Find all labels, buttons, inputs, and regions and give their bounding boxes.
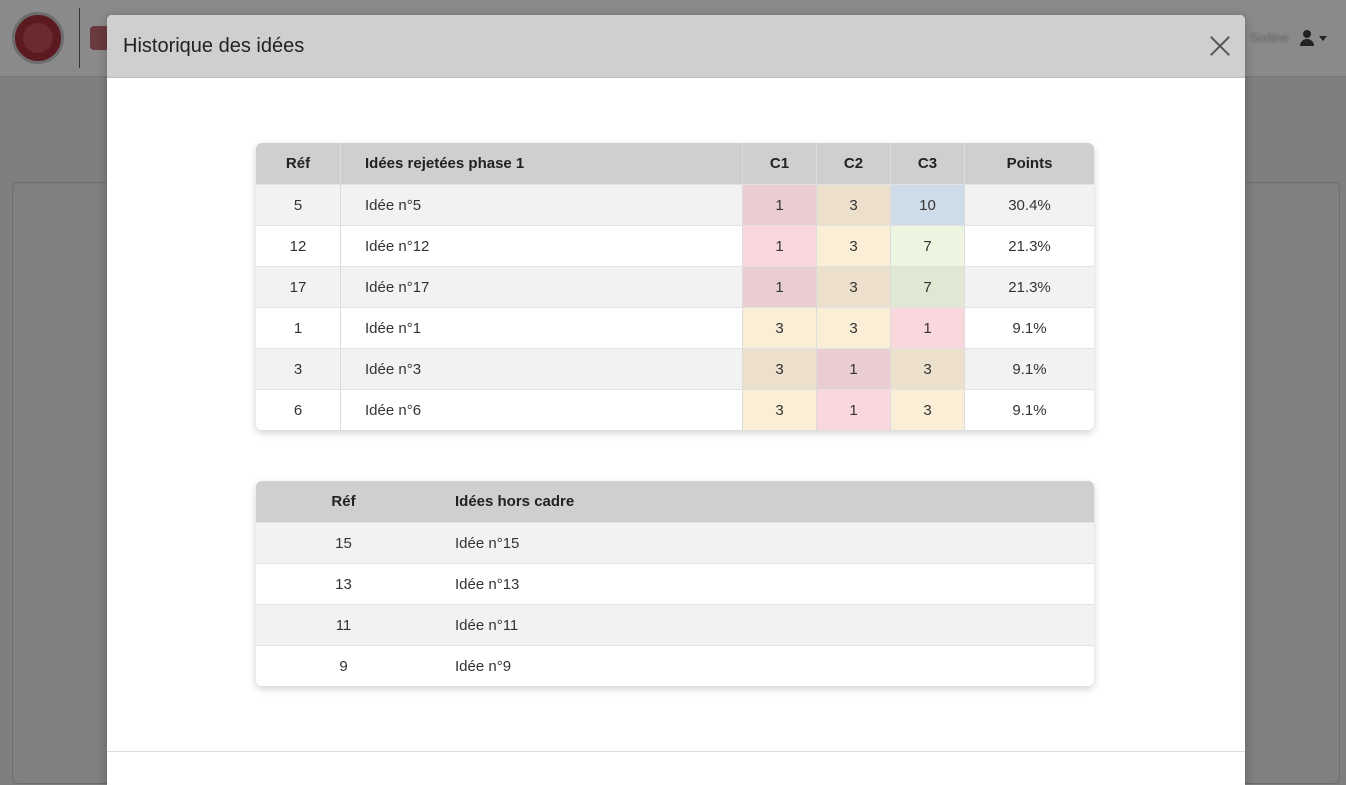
- cell-points: 9.1%: [964, 389, 1094, 430]
- cell-c2: 3: [816, 266, 891, 308]
- cell-idea: Idée n°13: [431, 563, 1094, 605]
- col-points: Points: [964, 143, 1094, 185]
- cell-c2: 3: [816, 307, 891, 349]
- col-c3: C3: [890, 143, 965, 185]
- cell-ref: 15: [256, 522, 431, 564]
- modal-title: Historique des idées: [123, 35, 305, 57]
- rejected-ideas-table: Réf Idées rejetées phase 1 C1 C2 C3 Poin…: [256, 143, 1094, 430]
- cell-ref: 5: [256, 184, 341, 226]
- secondary-logo: [90, 26, 110, 50]
- col-ref: Réf: [256, 481, 431, 523]
- cell-idea: Idée n°15: [431, 522, 1094, 564]
- cell-idea: Idée n°1: [340, 307, 743, 349]
- table-row: 13 Idée n°13: [256, 563, 1094, 605]
- cell-points: 9.1%: [964, 348, 1094, 390]
- cell-ref: 12: [256, 225, 341, 267]
- cell-idea: Idée n°17: [340, 266, 743, 308]
- cell-ref: 9: [256, 645, 431, 686]
- table-row: 12 Idée n°12 1 3 7 21.3%: [256, 225, 1094, 267]
- cell-points: 9.1%: [964, 307, 1094, 349]
- table-row: 11 Idée n°11: [256, 604, 1094, 646]
- modal-header: Historique des idées: [107, 15, 1245, 78]
- chevron-down-icon[interactable]: [1319, 36, 1327, 41]
- cell-c3: 7: [890, 266, 965, 308]
- col-ref: Réf: [256, 143, 341, 185]
- cell-c1: 3: [742, 389, 817, 430]
- close-icon[interactable]: [1209, 35, 1231, 57]
- cell-points: 21.3%: [964, 266, 1094, 308]
- user-icon[interactable]: [1300, 30, 1314, 46]
- off-frame-ideas-table: Réf Idées hors cadre 15 Idée n°15 13 Idé…: [256, 481, 1094, 686]
- table-header-row: Réf Idées rejetées phase 1 C1 C2 C3 Poin…: [256, 143, 1094, 185]
- cell-idea: Idée n°6: [340, 389, 743, 430]
- cell-c1: 3: [742, 348, 817, 390]
- table-row: 5 Idée n°5 1 3 10 30.4%: [256, 184, 1094, 226]
- cell-points: 21.3%: [964, 225, 1094, 267]
- cell-c3: 3: [890, 389, 965, 430]
- table-row: 1 Idée n°1 3 3 1 9.1%: [256, 307, 1094, 349]
- cell-idea: Idée n°5: [340, 184, 743, 226]
- cell-c2: 3: [816, 184, 891, 226]
- user-name[interactable]: Sixtine: [1250, 30, 1290, 45]
- cell-ref: 3: [256, 348, 341, 390]
- table-row: 17 Idée n°17 1 3 7 21.3%: [256, 266, 1094, 308]
- cell-ref: 17: [256, 266, 341, 308]
- cell-c3: 1: [890, 307, 965, 349]
- table-row: 6 Idée n°6 3 1 3 9.1%: [256, 389, 1094, 430]
- cell-idea: Idée n°9: [431, 645, 1094, 686]
- cell-c2: 3: [816, 225, 891, 267]
- cell-ref: 1: [256, 307, 341, 349]
- table-row: 9 Idée n°9: [256, 645, 1094, 686]
- cell-ref: 6: [256, 389, 341, 430]
- cell-c1: 3: [742, 307, 817, 349]
- cell-idea: Idée n°11: [431, 604, 1094, 646]
- app-logo: [12, 12, 64, 64]
- cell-points: 30.4%: [964, 184, 1094, 226]
- cell-c3: 3: [890, 348, 965, 390]
- modal-footer-divider: [107, 751, 1245, 752]
- cell-ref: 13: [256, 563, 431, 605]
- col-c2: C2: [816, 143, 891, 185]
- col-idea: Idées hors cadre: [431, 481, 1094, 523]
- cell-c1: 1: [742, 225, 817, 267]
- cell-ref: 11: [256, 604, 431, 646]
- cell-c3: 7: [890, 225, 965, 267]
- table-row: 15 Idée n°15: [256, 522, 1094, 564]
- cell-c3: 10: [890, 184, 965, 226]
- idea-history-modal: Historique des idées Réf Idées rejetées …: [107, 15, 1245, 785]
- cell-c2: 1: [816, 348, 891, 390]
- cell-idea: Idée n°3: [340, 348, 743, 390]
- cell-c1: 1: [742, 184, 817, 226]
- cell-c2: 1: [816, 389, 891, 430]
- col-idea: Idées rejetées phase 1: [340, 143, 743, 185]
- cell-idea: Idée n°12: [340, 225, 743, 267]
- col-c1: C1: [742, 143, 817, 185]
- table-row: 3 Idée n°3 3 1 3 9.1%: [256, 348, 1094, 390]
- table-header-row: Réf Idées hors cadre: [256, 481, 1094, 523]
- header-divider: [79, 8, 80, 68]
- cell-c1: 1: [742, 266, 817, 308]
